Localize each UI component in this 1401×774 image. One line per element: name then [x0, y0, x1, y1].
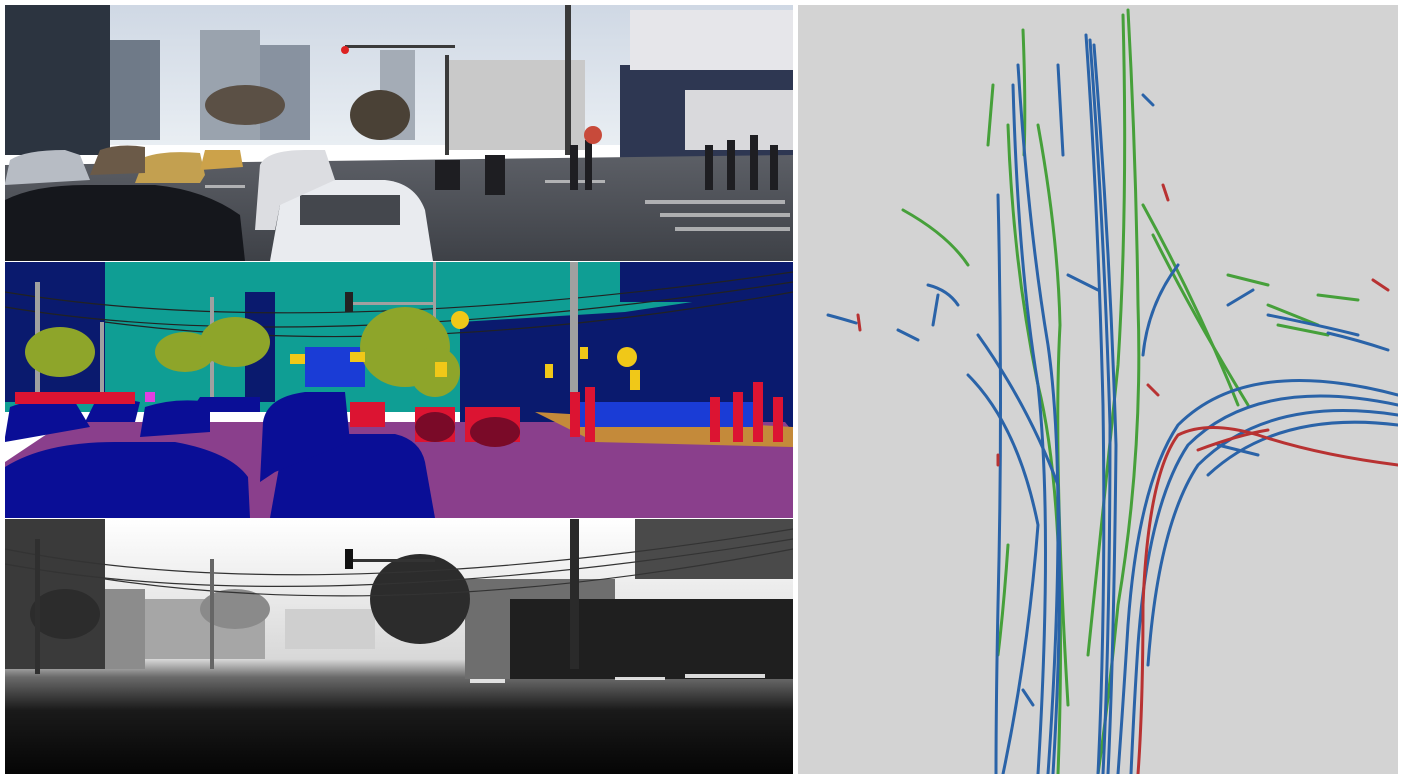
car	[5, 185, 245, 261]
camera-image-canvas	[5, 5, 793, 261]
trajectory-map	[798, 5, 1398, 774]
building-left	[5, 5, 110, 155]
trajectory-red	[856, 183, 1398, 774]
segmentation-map	[5, 262, 793, 518]
traffic-light	[341, 46, 349, 54]
seg-car	[5, 442, 250, 518]
trajectory-map-canvas	[798, 5, 1398, 774]
depth-map	[5, 519, 793, 774]
segmentation-canvas	[5, 262, 793, 518]
trajectory-blue	[826, 33, 1398, 774]
camera-image	[5, 5, 793, 261]
map-background	[798, 5, 1398, 774]
depth-canvas	[5, 519, 793, 774]
building-right	[445, 60, 585, 150]
